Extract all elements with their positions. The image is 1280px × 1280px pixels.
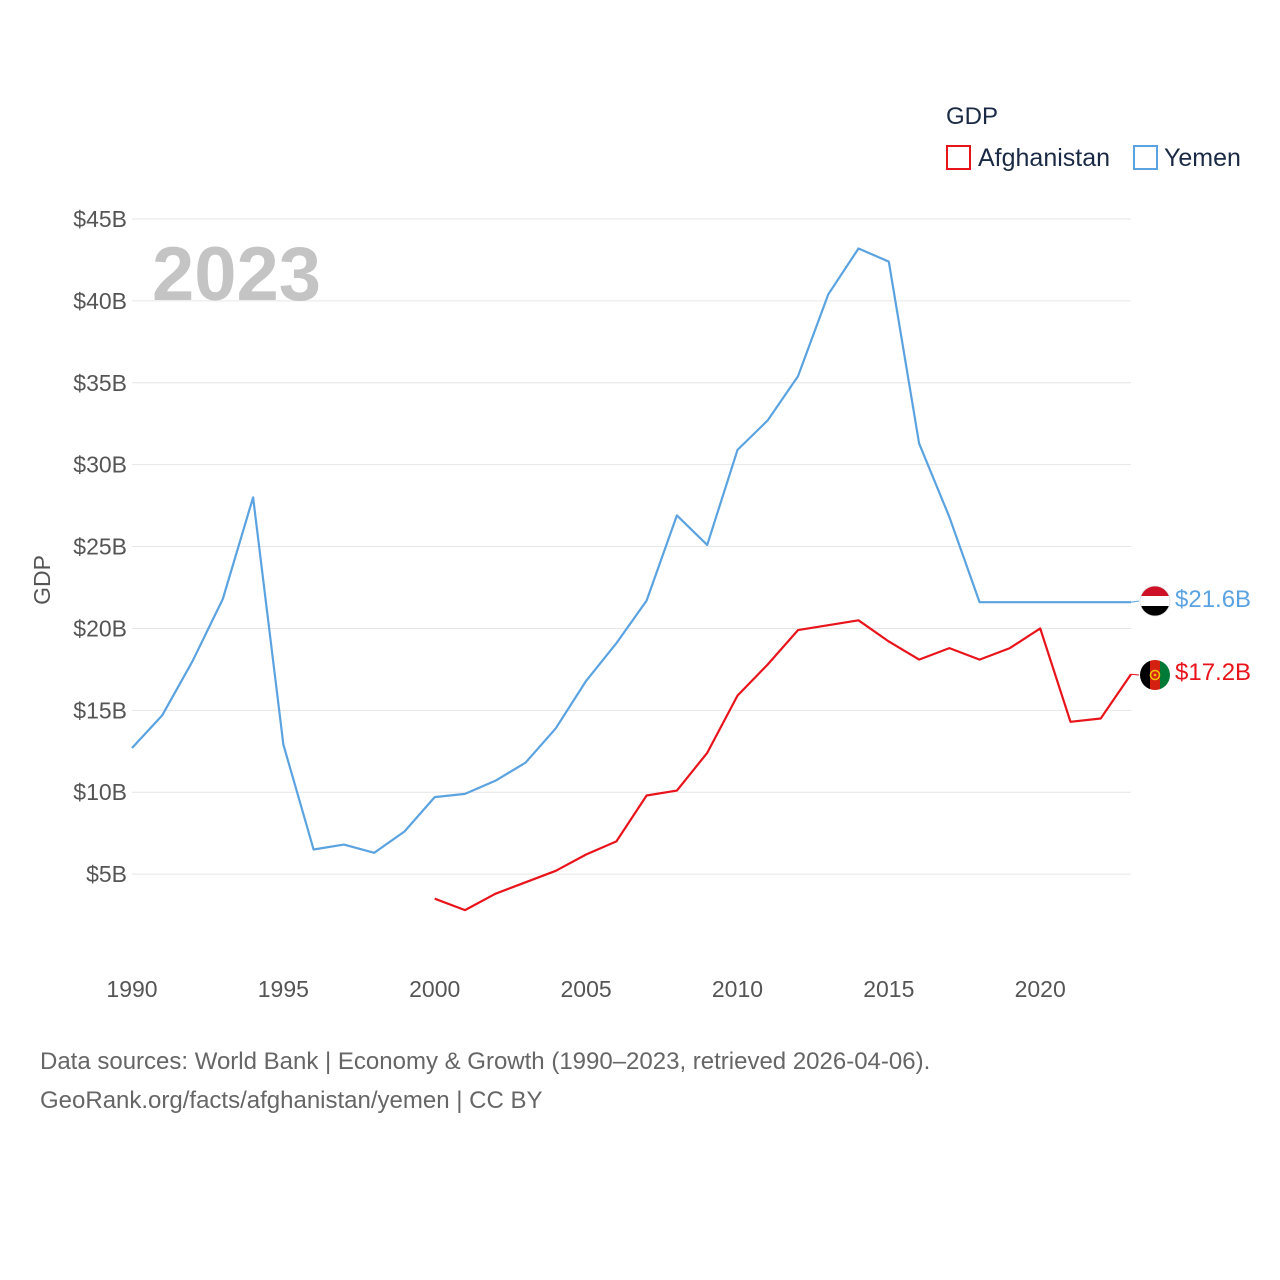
y-axis-label: GDP	[29, 555, 55, 605]
x-tick-label: 2015	[863, 976, 914, 1002]
legend-label-afghanistan: Afghanistan	[978, 144, 1110, 172]
yemen-flag-icon	[1140, 586, 1170, 616]
footer: Data sources: World Bank | Economy & Gro…	[40, 1042, 930, 1120]
series-line-yemen[interactable]	[131, 247, 1131, 854]
y-tick-label: $15B	[73, 697, 127, 723]
y-tick-label: $35B	[73, 370, 127, 396]
y-tick-label: $30B	[73, 452, 127, 478]
legend-label-yemen: Yemen	[1164, 144, 1241, 172]
series-lines	[131, 247, 1140, 912]
afghanistan-end-value-label: $17.2B	[1175, 659, 1251, 686]
yemen-flag-border	[1139, 585, 1171, 617]
x-axis-ticks: 1990 1995 2000 2005 2010 2015 2020	[106, 976, 1065, 1002]
afghanistan-flag-icon	[1140, 660, 1170, 690]
legend-title: GDP	[946, 103, 998, 130]
y-tick-label: $45B	[73, 206, 127, 232]
end-connector-yemen	[1130, 600, 1140, 603]
yemen-end-value-label: $21.6B	[1175, 586, 1251, 613]
y-axis-ticks: $5B $10B $15B $20B $25B $30B $35B $40B $45B	[73, 206, 127, 887]
x-tick-label: 1990	[106, 976, 157, 1002]
series-line-afghanistan[interactable]	[434, 619, 1132, 912]
end-connector-afghanistan	[1130, 673, 1140, 676]
y-tick-label: $20B	[73, 615, 127, 641]
x-tick-label: 2020	[1015, 976, 1066, 1002]
x-tick-label: 2000	[409, 976, 460, 1002]
legend: GDP Afghanistan Yemen	[946, 103, 1241, 172]
legend-item-yemen[interactable]: Yemen	[1133, 144, 1241, 172]
legend-swatch-yemen	[1133, 145, 1158, 170]
y-tick-label: $40B	[73, 288, 127, 314]
y-tick-label: $10B	[73, 779, 127, 805]
x-tick-label: 1995	[258, 976, 309, 1002]
x-tick-label: 2010	[712, 976, 763, 1002]
y-tick-label: $5B	[86, 861, 127, 887]
x-tick-label: 2005	[561, 976, 612, 1002]
gridlines	[132, 218, 1131, 875]
legend-swatch-afghanistan	[946, 145, 971, 170]
legend-item-afghanistan[interactable]: Afghanistan	[946, 144, 1110, 172]
data-source-text: Data sources: World Bank | Economy & Gro…	[40, 1048, 931, 1075]
y-tick-label: $25B	[73, 534, 127, 560]
attribution-link[interactable]: GeoRank.org/facts/afghanistan/yemen | CC…	[40, 1087, 543, 1114]
current-year-label: 2023	[152, 232, 321, 317]
